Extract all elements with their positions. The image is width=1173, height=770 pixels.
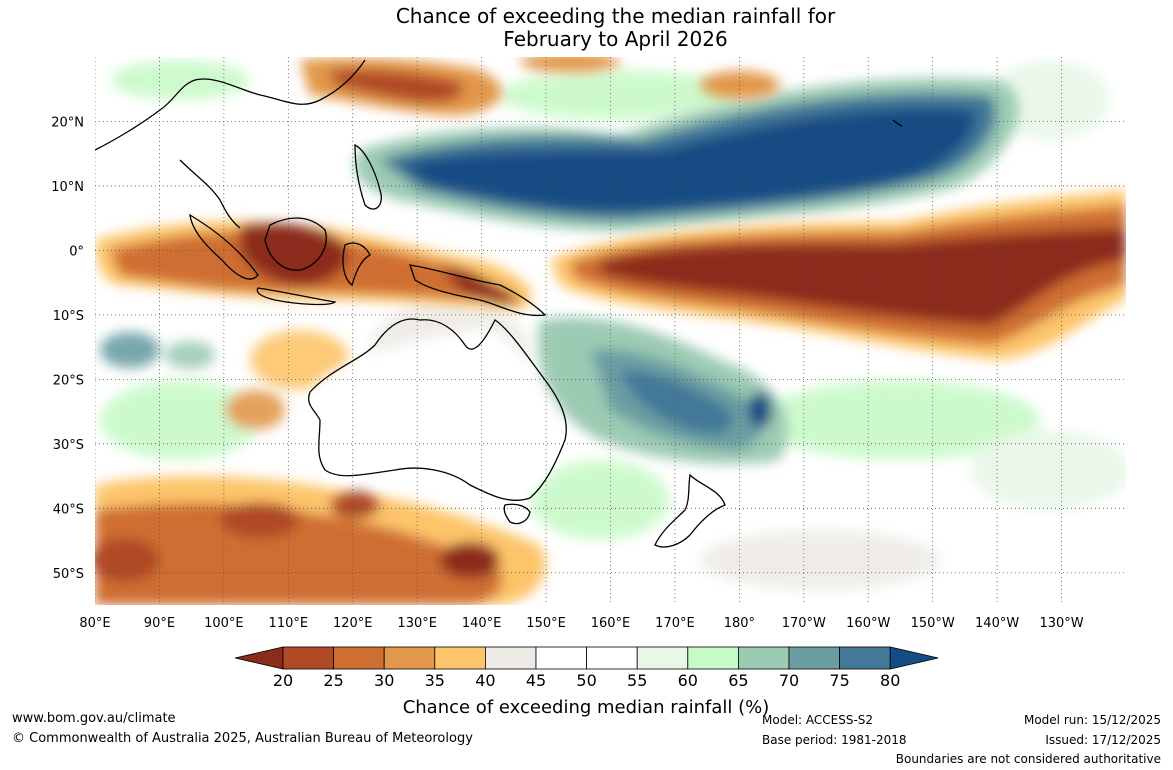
model-text: Model: ACCESS-S2: [762, 713, 874, 727]
lat-tick-label: 30°S: [53, 438, 84, 453]
longitude-ticks: 80°E 90°E 100°E 110°E 120°E 130°E 140°E 150°E 16…: [79, 616, 1083, 631]
region-maritime-continent-dry: [95, 220, 532, 310]
graticule: [95, 57, 1126, 605]
lon-tick-label: 160°E: [591, 616, 631, 631]
lat-tick-label: 20°S: [53, 373, 84, 388]
australia-neutral: [306, 328, 561, 496]
lon-tick-label: 140°W: [975, 616, 1019, 631]
colorbar-tick-label: 45: [526, 671, 546, 690]
colorbar-tick-label: 80: [880, 671, 900, 690]
colorbar-segment: [788, 646, 840, 670]
lon-tick-label: 120°E: [333, 616, 373, 631]
colorbar-arrow-high: [889, 646, 939, 670]
colorbar-title: Chance of exceeding median rainfall (%): [403, 697, 770, 718]
colorbar-segment: [434, 646, 486, 670]
map-plot-area: [95, 57, 1126, 605]
latitude-ticks: 20°N 10°N 0° 10°S 20°S 30°S 40°S 50°S: [51, 115, 84, 581]
colorbar-segment: [586, 646, 638, 670]
region-equatorial-pacific-dry: [550, 190, 1126, 360]
sumatra-coastline: [189, 213, 259, 280]
lon-tick-label: 140°E: [462, 616, 502, 631]
colorbar-segment: [535, 646, 587, 670]
colorbar-segment: [282, 646, 334, 670]
lon-tick-label: 80°E: [79, 616, 110, 631]
australia-coastline: [308, 318, 567, 501]
colorbar-segment: [383, 646, 436, 670]
issued-text: Issued: 17/12/2025: [1045, 733, 1161, 747]
colorbar-tick-label: 30: [374, 671, 394, 690]
lat-tick-label: 40°S: [53, 502, 84, 517]
colorbar: 20 25 30 35 40 45 50 55 60 65 70 75 80: [234, 646, 939, 690]
lon-tick-label: 170°W: [782, 616, 826, 631]
colorbar-segment: [839, 646, 891, 670]
disclaimer-text: Boundaries are not considered authoritat…: [895, 752, 1161, 766]
colorbar-tick-label: 20: [273, 671, 293, 690]
lat-tick-label: 20°N: [51, 115, 84, 130]
colorbar-tick-label: 60: [678, 671, 698, 690]
lon-tick-label: 110°E: [269, 616, 309, 631]
lon-tick-label: 100°E: [204, 616, 244, 631]
sulawesi-coastline: [342, 242, 371, 287]
colorbar-tick-label: 65: [728, 671, 748, 690]
copyright-text: © Commonwealth of Australia 2025, Austra…: [12, 731, 473, 746]
lon-tick-label: 160°W: [846, 616, 890, 631]
region-southwest-pacific-wet: [538, 317, 788, 464]
new-zealand-coastline: [654, 473, 726, 548]
colorbar-arrow-low: [234, 646, 284, 670]
colorbar-tick-label: 25: [323, 671, 343, 690]
colorbar-tick-label: 70: [779, 671, 799, 690]
chart-title-line1: Chance of exceeding the median rainfall …: [395, 4, 836, 28]
base-period-text: Base period: 1981-2018: [762, 733, 907, 747]
lon-tick-label: 90°E: [144, 616, 175, 631]
borneo-coastline: [264, 217, 327, 271]
lat-tick-label: 10°N: [51, 180, 84, 195]
speckle-layer: [100, 60, 1126, 590]
lat-tick-label: 0°: [69, 244, 84, 259]
hawaii: [892, 119, 903, 127]
chart-title-line2: February to April 2026: [503, 27, 728, 51]
colorbar-tick-label: 40: [475, 671, 495, 690]
lon-tick-label: 130°E: [397, 616, 437, 631]
colorbar-tick-label: 75: [829, 671, 849, 690]
lat-tick-label: 50°S: [53, 567, 84, 582]
lon-tick-label: 170°E: [655, 616, 695, 631]
colorbar-tick-label: 55: [627, 671, 647, 690]
java-coastline: [256, 287, 337, 306]
colorbar-tick-label: 50: [576, 671, 596, 690]
model-run-text: Model run: 15/12/2025: [1023, 713, 1161, 727]
region-north-dry: [300, 57, 780, 115]
asia-coastline: [95, 59, 366, 229]
colorbar-tick-label: 35: [425, 671, 445, 690]
lat-tick-label: 10°S: [53, 309, 84, 324]
colorbar-segment: [738, 646, 790, 670]
philippines-coastline: [354, 143, 382, 210]
tasmania-coastline: [503, 503, 531, 525]
new-guinea-coastline: [409, 264, 547, 317]
colorbar-segment: [687, 646, 739, 670]
colorbar-segment: [636, 646, 689, 670]
colorbar-segment: [484, 646, 537, 670]
lon-tick-label: 150°E: [526, 616, 566, 631]
lon-tick-label: 150°W: [911, 616, 955, 631]
colorbar-segment: [333, 646, 385, 670]
coastlines: [95, 59, 903, 548]
website-link[interactable]: www.bom.gov.au/climate: [12, 711, 176, 726]
lon-tick-label: 130°W: [1039, 616, 1083, 631]
lon-tick-label: 180°: [724, 616, 755, 631]
